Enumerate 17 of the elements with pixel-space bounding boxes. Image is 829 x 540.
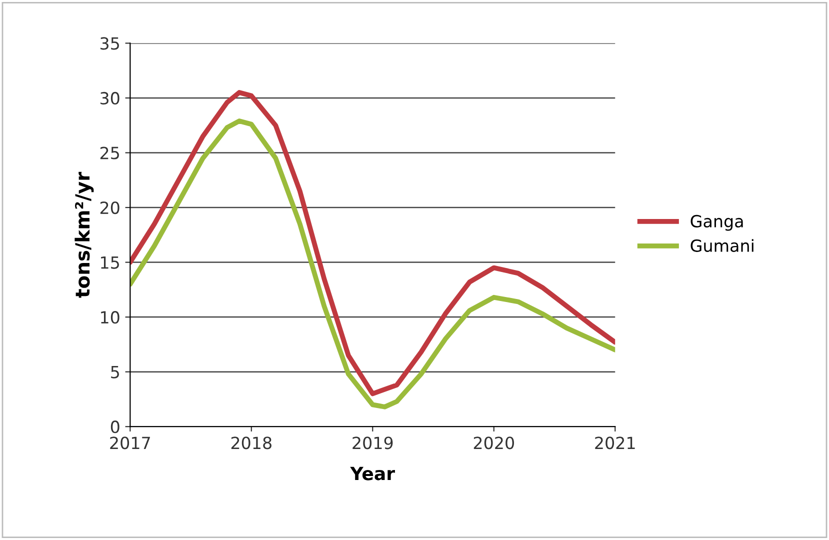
- x-axis-title: Year: [350, 466, 395, 480]
- x-tick-label: 2021: [595, 436, 635, 450]
- x-tick-label: 2020: [474, 436, 514, 450]
- x-tick-label: 2018: [231, 436, 272, 450]
- y-tick-label: 30: [100, 92, 120, 105]
- y-axis-title: tons/km²/yr: [74, 172, 94, 298]
- x-tick-label: 2017: [110, 436, 150, 450]
- y-tick-label: 0: [110, 420, 120, 434]
- legend-label: Gumani: [690, 239, 754, 252]
- y-tick-label: 35: [100, 37, 119, 50]
- y-tick-label: 25: [100, 146, 119, 160]
- legend-label: Ganga: [690, 214, 743, 231]
- y-tick-label: 20: [100, 201, 120, 214]
- x-tick-label: 2019: [352, 436, 393, 450]
- y-tick-label: 10: [101, 311, 120, 324]
- y-tick-label: 5: [111, 366, 119, 378]
- y-tick-label: 15: [101, 256, 119, 269]
